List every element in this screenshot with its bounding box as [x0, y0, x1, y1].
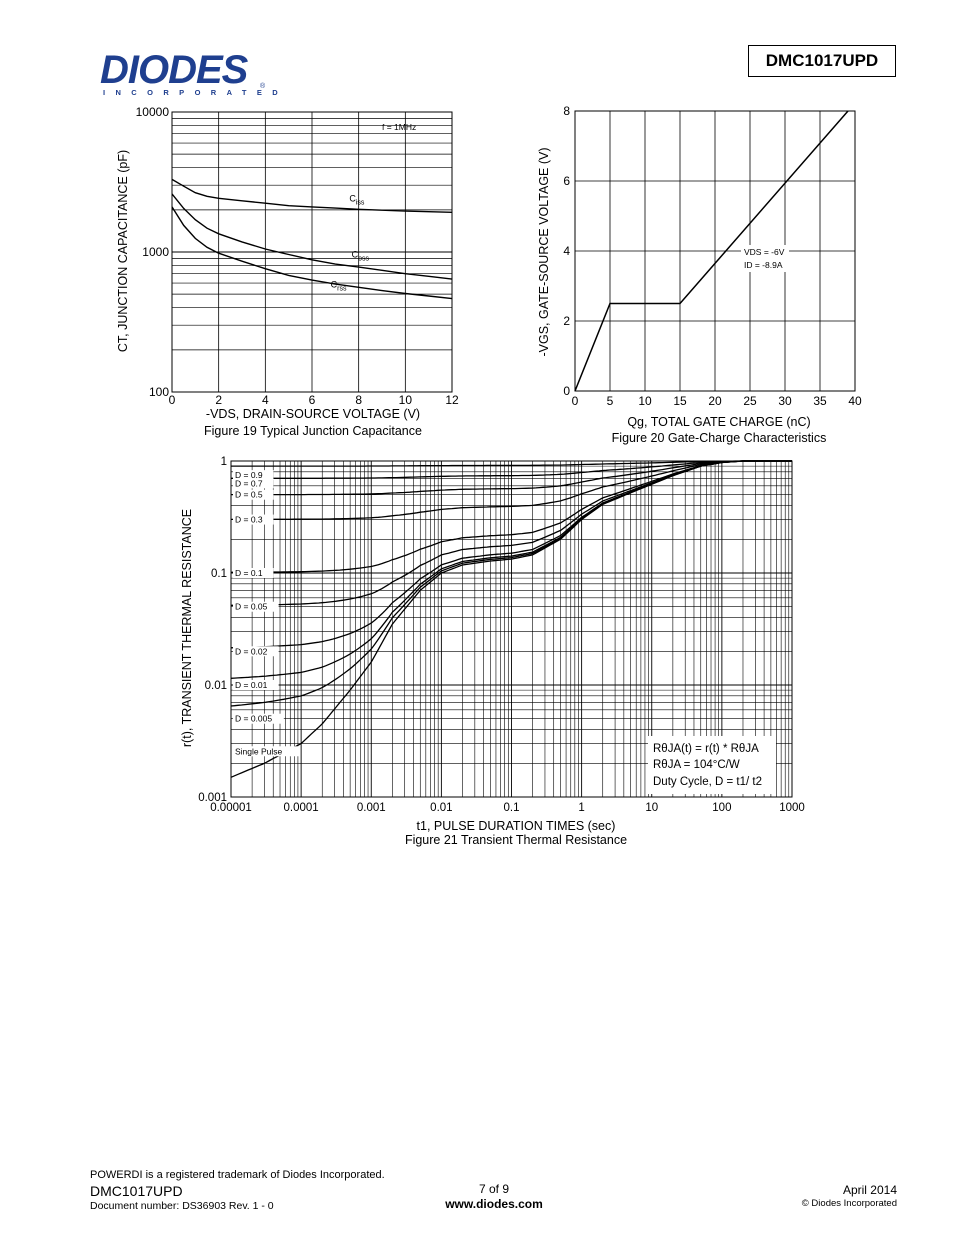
f19-title: Figure 19 Typical Junction Capacitance [204, 424, 422, 438]
f21-curve-label-bg [233, 514, 274, 525]
f19-x-tick-label: 10 [399, 393, 413, 407]
footer-docnum: Document number: DS36903 Rev. 1 - 0 [90, 1200, 274, 1212]
f21-x-tick-label: 1000 [779, 802, 805, 814]
f20-x-tick-label: 30 [778, 394, 792, 408]
f19-x-label: -VDS, DRAIN-SOURCE VOLTAGE (V) [206, 407, 420, 421]
f21-curve-label: D = 0.02 [235, 646, 268, 656]
f20-x-label: Qg, TOTAL GATE CHARGE (nC) [627, 415, 810, 429]
f21-legend-box [648, 736, 776, 794]
f21-curve-label: D = 0.05 [235, 602, 268, 612]
f21-y-tick-label: 1 [221, 456, 227, 468]
footer-part: DMC1017UPD [90, 1183, 183, 1199]
f20-annotation-id: ID = -8.9A [744, 260, 783, 270]
f21-x-tick-label: 0.001 [357, 802, 386, 814]
f21-curve-label-bg [233, 478, 274, 489]
f20-x-tick-label: 25 [743, 394, 757, 408]
f21-title: Figure 21 Transient Thermal Resistance [405, 833, 627, 847]
f21-y-tick-label: 0.1 [211, 568, 227, 580]
f20-x-tick-label: 40 [848, 394, 862, 408]
f21-curve-label: D = 0.005 [235, 714, 272, 724]
f19-y-label: CT, JUNCTION CAPACITANCE (pF) [116, 150, 130, 352]
logo-registered: ® [260, 83, 266, 90]
f21-legend-line-1: RθJA(t) = r(t) * RθJA [653, 743, 759, 755]
part-number-box: DMC1017UPD [748, 45, 896, 77]
f21-x-tick-label: 0.1 [504, 802, 520, 814]
f20-x-tick-label: 0 [572, 394, 579, 408]
f21-curve-label: D = 0.01 [235, 680, 268, 690]
f21-y-tick-label: 0.01 [205, 680, 227, 692]
logo-subtext: INCORPORATED [103, 88, 289, 97]
f21-series-d0_9 [231, 460, 792, 467]
f21-x-tick-label: 0.00001 [210, 802, 252, 814]
f20-x-tick-label: 15 [673, 394, 687, 408]
footer-copyright: © Diodes Incorporated [801, 1198, 897, 1209]
f21-x-tick-label: 0.01 [430, 802, 452, 814]
f20-x-tick-label: 5 [607, 394, 614, 408]
f21-legend-line-2: RθJA = 104°C/W [653, 759, 740, 771]
f20-y-tick-label: 2 [563, 314, 570, 328]
f19-y-tick-label: 100 [149, 385, 169, 399]
f19-annotation-freq: f = 1MHz [382, 122, 416, 132]
f19-series-coss [171, 193, 453, 280]
f21-curve-label: D = 0.7 [235, 478, 263, 488]
f20-y-tick-label: 4 [563, 244, 570, 258]
footer-trademark: POWERDI is a registered trademark of Dio… [90, 1169, 385, 1181]
f19-x-tick-label: 2 [215, 393, 222, 407]
f19-x-tick-label: 6 [309, 393, 316, 407]
f20-y-label: -VGS, GATE-SOURCE VOLTAGE (V) [537, 147, 551, 356]
footer-page: 7 of 9 [478, 1182, 510, 1196]
footer-url: www.diodes.com [445, 1197, 543, 1211]
f21-y-label: r(t), TRANSIENT THERMAL RESISTANCE [180, 509, 194, 747]
f21-curve-label-bg [233, 470, 274, 481]
f21-series-d0_7 [231, 460, 792, 479]
f21-x-tick-label: 100 [712, 802, 731, 814]
f21-curve-label-bg [233, 568, 274, 578]
f21-curve-label: D = 0.9 [235, 470, 263, 480]
f20-x-tick-label: 20 [708, 394, 722, 408]
f21-plot-frame [230, 460, 793, 798]
f20-y-tick-label: 0 [563, 384, 570, 398]
f21-curve-label-bg [233, 489, 274, 500]
f21-curve-label: D = 0.3 [235, 515, 263, 525]
f21-curve-label-bg [233, 746, 300, 757]
f21-curve-label: D = 0.1 [235, 568, 263, 578]
footer-date: April 2014 [842, 1183, 897, 1197]
f21-x-label: t1, PULSE DURATION TIMES (sec) [417, 819, 616, 833]
f21-curve-label-bg [233, 713, 284, 724]
f19-y-tick-label: 10000 [136, 105, 170, 119]
f21-y-tick-label: 0.001 [198, 792, 227, 804]
f20-annotation-vds: VDS = -6V [744, 247, 785, 257]
f21-x-tick-label: 0.0001 [284, 802, 319, 814]
f19-series-crss [171, 206, 453, 300]
f19-x-tick-label: 4 [262, 393, 269, 407]
f19-x-tick-label: 8 [355, 393, 362, 407]
f19-x-tick-label: 0 [169, 393, 176, 407]
f20-y-tick-label: 8 [563, 104, 570, 118]
f20-y-tick-label: 6 [563, 174, 570, 188]
f21-series-d0_5 [231, 460, 792, 496]
f19-x-tick-label: 12 [445, 393, 459, 407]
f21-curve-label: Single Pulse [235, 746, 283, 756]
f21-curve-label-bg [233, 601, 279, 612]
f20-series-vgs [574, 110, 849, 392]
f21-curve-label-bg [233, 646, 279, 657]
f20-x-tick-label: 10 [638, 394, 652, 408]
f19-y-tick-label: 1000 [142, 245, 169, 259]
f21-x-tick-label: 1 [578, 802, 584, 814]
f20-title: Figure 20 Gate-Charge Characteristics [612, 431, 827, 445]
f19-series-ciss [171, 178, 453, 213]
f20-x-tick-label: 35 [813, 394, 827, 408]
f21-curve-label-bg [233, 680, 279, 690]
f21-legend-line-3: Duty Cycle, D = t1/ t2 [653, 776, 762, 788]
diodes-logo: DIODES INCORPORATED ® [100, 48, 278, 100]
logo-wordmark: DIODES [100, 48, 248, 92]
f21-x-tick-label: 10 [645, 802, 658, 814]
f21-series-single-pulse [230, 460, 792, 778]
f20-annotation-bg [741, 245, 789, 272]
f21-series-d0_3 [231, 460, 792, 521]
f21-curve-label: D = 0.5 [235, 490, 263, 500]
